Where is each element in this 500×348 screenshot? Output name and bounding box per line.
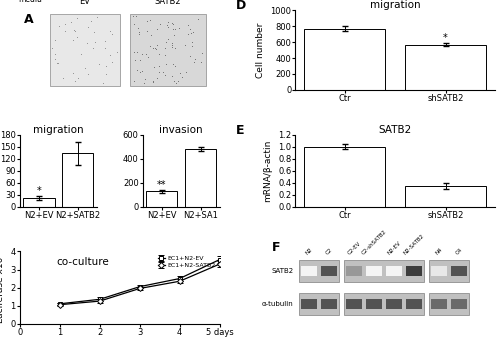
Text: C4: C4 [454, 247, 464, 256]
Text: EV: EV [80, 0, 90, 7]
Bar [300, 293, 340, 315]
Text: C2-shSATB2: C2-shSATB2 [361, 229, 388, 256]
Bar [451, 299, 467, 309]
Text: *: * [443, 33, 448, 44]
Bar [386, 266, 402, 276]
Bar [346, 266, 362, 276]
Bar [146, 191, 178, 207]
Bar [366, 266, 382, 276]
Bar [302, 299, 318, 309]
Text: F: F [272, 242, 280, 254]
Title: migration: migration [370, 0, 420, 10]
Text: *: * [36, 185, 42, 196]
Bar [302, 266, 318, 276]
Y-axis label: mRNA/β-actin: mRNA/β-actin [264, 140, 272, 202]
Text: SATB2: SATB2 [272, 268, 293, 274]
Bar [130, 14, 206, 86]
Bar [366, 299, 382, 309]
Bar [300, 260, 340, 282]
Title: SATB2: SATB2 [378, 125, 412, 135]
Title: invasion: invasion [160, 125, 203, 135]
Text: C2: C2 [325, 247, 334, 256]
Bar [346, 299, 362, 309]
Text: N2-EV: N2-EV [386, 240, 402, 256]
Bar [451, 266, 467, 276]
Legend: EC1+N2-EV, EC1+N2-SATB2: EC1+N2-EV, EC1+N2-SATB2 [156, 255, 216, 269]
Title: migration: migration [33, 125, 84, 135]
Bar [185, 149, 216, 207]
Text: Conditioned
media: Conditioned media [7, 0, 53, 4]
Bar [24, 198, 54, 207]
Bar [304, 147, 385, 207]
Bar [62, 153, 94, 207]
Text: **: ** [157, 180, 166, 190]
Text: co-culture: co-culture [56, 257, 108, 267]
Text: E: E [236, 125, 244, 137]
Bar [406, 266, 422, 276]
Bar [406, 299, 422, 309]
Bar [322, 299, 338, 309]
Text: N2: N2 [305, 247, 314, 256]
Bar [429, 293, 469, 315]
Bar [50, 14, 120, 86]
Bar [406, 45, 486, 90]
Bar [386, 299, 402, 309]
Bar [431, 299, 447, 309]
Text: C2-EV: C2-EV [346, 241, 362, 256]
Text: α-tubulin: α-tubulin [262, 301, 294, 307]
Text: A: A [24, 13, 34, 26]
Bar [344, 293, 424, 315]
Bar [406, 186, 486, 207]
Bar [429, 260, 469, 282]
Y-axis label: Cell number: Cell number [256, 22, 264, 78]
Bar [322, 266, 338, 276]
Text: N4: N4 [434, 247, 444, 256]
Y-axis label: Luciferase x10⁶: Luciferase x10⁶ [0, 253, 5, 323]
Text: SATB2: SATB2 [154, 0, 181, 7]
Bar [431, 266, 447, 276]
Text: N2-SATB2: N2-SATB2 [403, 233, 425, 256]
Bar [344, 260, 424, 282]
Bar [304, 29, 385, 90]
Text: D: D [236, 0, 246, 12]
